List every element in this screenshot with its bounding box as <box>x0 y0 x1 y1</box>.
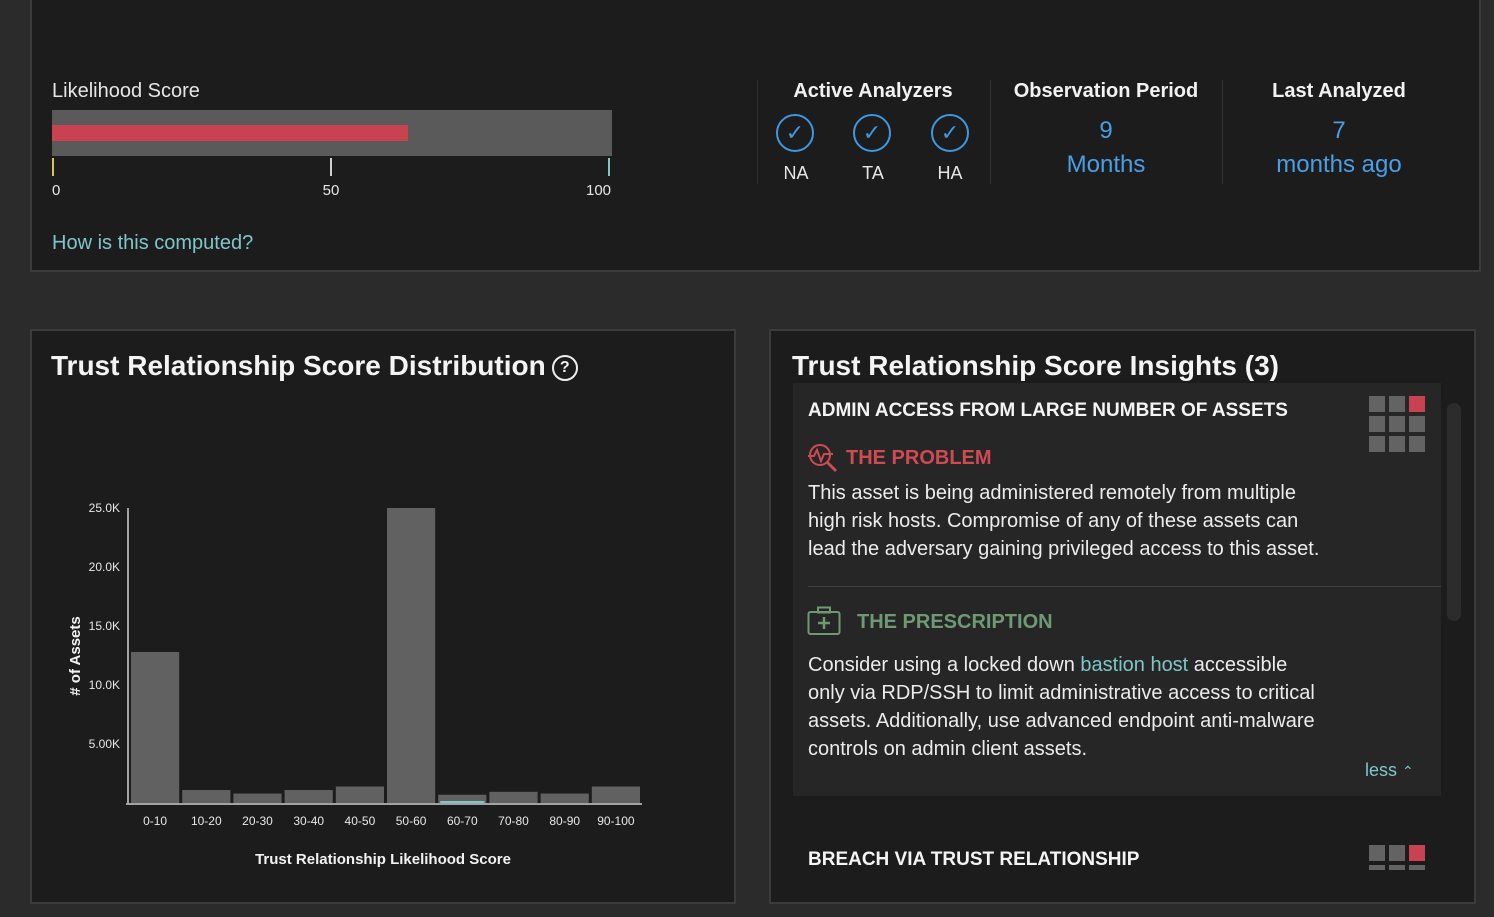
chevron-up-icon: ⌃ <box>1402 763 1414 779</box>
less-toggle[interactable]: less ⌃ <box>1365 760 1414 781</box>
prescription-text-after: accessible only via RDP/SSH to limit adm… <box>808 654 1315 760</box>
problem-magnifier-icon <box>808 444 838 473</box>
likelihood-score-bar <box>52 110 612 156</box>
active-analyzers-title: Active Analyzers <box>793 80 953 102</box>
analyzer-na: NA <box>783 163 809 183</box>
insight-card-title-2[interactable]: BREACH VIA TRUST RELATIONSHIP <box>808 849 1140 870</box>
bar-90-100 <box>591 786 640 803</box>
bastion-host-link[interactable]: bastion host <box>1080 654 1189 676</box>
analyzer-ha: HA <box>937 163 963 183</box>
bar-50-60 <box>387 508 436 803</box>
bar-30-40 <box>284 790 333 803</box>
tick-50 <box>330 158 332 176</box>
prescription-text: Consider using a locked down bastion hos… <box>808 651 1328 763</box>
x-tick-label: 30-40 <box>293 814 324 828</box>
y-axis-label: # of Assets <box>67 616 84 695</box>
tick-0 <box>52 158 54 176</box>
last-analyzed-value: 7 <box>1332 117 1346 144</box>
tick-label-100: 100 <box>586 182 612 199</box>
bar-60-70 <box>438 794 487 803</box>
insight-card-title: ADMIN ACCESS FROM LARGE NUMBER OF ASSETS <box>808 400 1288 421</box>
bar-10-20 <box>182 790 231 803</box>
x-tick-label: 70-80 <box>498 814 529 828</box>
problem-text: This asset is being administered remotel… <box>808 482 1320 560</box>
highlight-marker <box>440 801 485 803</box>
tick-label-50: 50 <box>322 182 340 199</box>
divider <box>1222 80 1223 184</box>
score-distribution-panel: Trust Relationship Score Distribution? 0… <box>30 329 736 904</box>
divider <box>757 80 758 184</box>
x-tick-label: 80-90 <box>549 814 580 828</box>
check-icon: ✓ <box>776 114 814 152</box>
scrollbar[interactable] <box>1447 403 1461 621</box>
problem-heading: THE PROBLEM <box>846 447 992 469</box>
divider <box>990 80 991 184</box>
x-axis-label: Trust Relationship Likelihood Score <box>255 851 511 868</box>
analyzer-ta: TA <box>862 163 884 183</box>
less-label: less <box>1365 760 1398 780</box>
x-tick-label: 10-20 <box>191 814 222 828</box>
y-tick-label: 10.0K <box>89 678 120 692</box>
y-tick-label: 25.0K <box>89 501 120 515</box>
last-analyzed-unit: months ago <box>1276 151 1402 178</box>
observation-period-title: Observation Period <box>1013 80 1199 102</box>
x-tick-label: 0-10 <box>143 814 167 828</box>
distribution-title: Trust Relationship Score Distribution? <box>51 350 578 382</box>
distribution-chart: 0-10 10-20 20-30 30-40 40-50 50-60 60-70 70-80 8… <box>67 501 642 868</box>
summary-panel: Likelihood Score 0 50 100 How is this co… <box>30 0 1481 272</box>
bar-0-10 <box>131 651 180 803</box>
y-tick-label: 15.0K <box>89 619 120 633</box>
check-icon: ✓ <box>853 114 891 152</box>
y-tick-label: 20.0K <box>89 560 120 574</box>
x-tick-label: 90-100 <box>597 814 635 828</box>
x-tick-label: 60-70 <box>447 814 478 828</box>
likelihood-score-label: Likelihood Score <box>52 80 200 102</box>
how-computed-link[interactable]: How is this computed? <box>52 232 254 254</box>
prescription-text-before: Consider using a locked down <box>808 654 1081 676</box>
observation-period-value: 9 <box>1099 117 1113 144</box>
bar-40-50 <box>335 786 384 803</box>
x-tick-label: 20-30 <box>242 814 273 828</box>
divider <box>808 586 1441 587</box>
insights-title: Trust Relationship Score Insights (3) <box>792 350 1279 381</box>
x-tick-label: 40-50 <box>345 814 376 828</box>
observation-period-unit: Months <box>1066 151 1146 178</box>
bar-20-30 <box>233 793 282 803</box>
prescription-medkit-icon <box>807 606 841 635</box>
check-icon: ✓ <box>931 114 969 152</box>
bar-70-80 <box>489 791 538 803</box>
tick-100 <box>608 158 610 176</box>
bar-80-90 <box>540 793 589 803</box>
x-tick-label: 50-60 <box>396 814 427 828</box>
prescription-heading: THE PRESCRIPTION <box>857 611 1053 633</box>
tick-label-0: 0 <box>52 182 61 199</box>
insights-panel: Trust Relationship Score Insights (3) AD… <box>769 329 1476 904</box>
y-tick-label: 5.00K <box>89 737 120 751</box>
likelihood-score-fill <box>52 125 409 141</box>
insight-card: ADMIN ACCESS FROM LARGE NUMBER OF ASSETS… <box>793 383 1441 796</box>
distribution-title-text: Trust Relationship Score Distribution <box>51 350 546 381</box>
help-icon[interactable]: ? <box>551 355 578 381</box>
last-analyzed-title: Last Analyzed <box>1272 80 1406 102</box>
